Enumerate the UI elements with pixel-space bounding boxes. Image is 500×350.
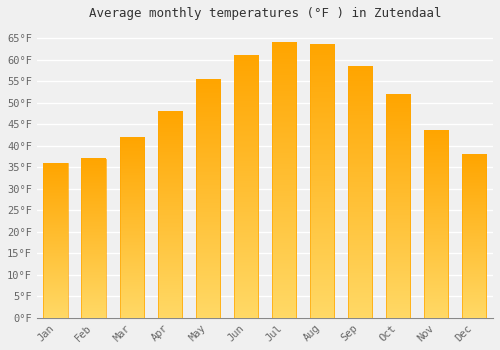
Bar (196, 79, 220, 318)
Title: Average monthly temperatures (°F ) in Zutendaal: Average monthly temperatures (°F ) in Zu… (88, 7, 441, 20)
Bar (272, 42, 296, 318)
Bar (196, 79, 220, 318)
Bar (158, 111, 182, 318)
Bar (120, 137, 144, 318)
Bar (462, 154, 486, 318)
Bar (234, 55, 258, 318)
Bar (424, 131, 448, 318)
Bar (348, 66, 372, 318)
Bar (310, 45, 334, 318)
Bar (348, 66, 372, 318)
Bar (158, 111, 182, 318)
Bar (44, 163, 68, 318)
Bar (82, 159, 106, 318)
Bar (386, 94, 410, 318)
Bar (234, 55, 258, 318)
Bar (462, 154, 486, 318)
Bar (310, 45, 334, 318)
Bar (44, 163, 68, 318)
Bar (82, 159, 106, 318)
Bar (120, 137, 144, 318)
Bar (386, 94, 410, 318)
Bar (424, 131, 448, 318)
Bar (272, 42, 296, 318)
